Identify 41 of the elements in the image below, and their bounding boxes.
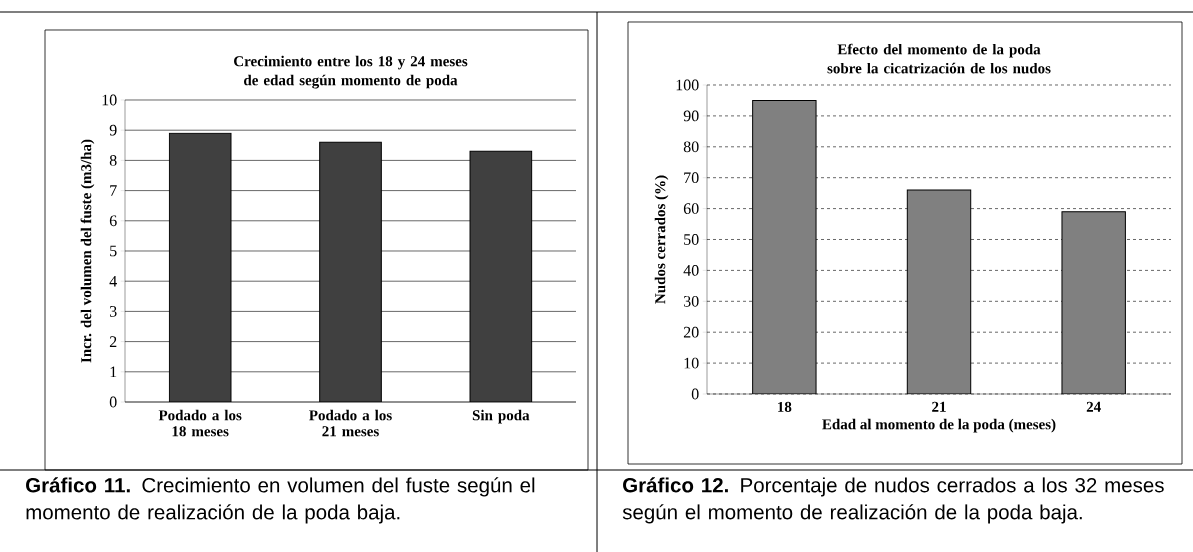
y-tick-label: 40 [683,265,699,276]
text: Gráfico 11. Crecimiento en volumen del fuste según el momento de realización de la poda baja. [26,477,535,524]
y-tick-label: 10 [684,357,699,369]
y-tick-label: 5 [110,245,117,257]
bar [319,141,382,402]
y-tick-label: 60 [683,203,699,214]
y-tick-label: 8 [109,155,117,166]
y-tick-label: 10 [102,94,117,106]
x-tick-label: 18 [778,401,792,412]
chart-title: Crecimiento entre los 18 y 24 meses de edad según momento de poda [234,55,468,89]
y-axis-title: Nudos cerrados (%) [654,175,669,304]
y-tick-label: 1 [110,366,117,378]
y-tick-label: 100 [676,79,699,91]
y-tick-label: 3 [109,306,117,317]
x-tick-label: Podado a los 18 meses [158,409,242,437]
text: Gráfico 12. Porcentaje de nudos cerrados a los 32 meses según el momento de realización de la poda baja. [622,477,1164,524]
bar [469,150,533,402]
y-axis-title: Incr. del volumen del fuste (m3/ha) [80,139,95,363]
x-tick-label: 24 [1086,401,1101,412]
y-tick-label: 2 [109,336,117,347]
y-tick-label: 7 [110,185,117,196]
y-tick-label: 0 [691,388,699,400]
y-tick-label: 50 [684,234,699,245]
y-tick-label: 0 [109,396,117,408]
y-tick-label: 6 [109,215,117,227]
y-tick-label: 4 [109,275,117,287]
x-tick-label: 21 [932,401,946,412]
y-tick-label: 9 [109,124,117,136]
y-tick-label: 20 [683,326,699,338]
y-tick-label: 70 [684,172,699,184]
bar [752,99,817,394]
x-axis-title: Edad al momento de la poda (meses) [822,418,1056,433]
y-tick-label: 80 [683,141,699,153]
bar [906,189,972,394]
bar [168,132,232,402]
bar [1061,211,1126,394]
x-tick-label: Sin poda [472,409,530,424]
y-tick-label: 90 [683,110,699,122]
y-tick-label: 30 [683,295,699,307]
chart-title: Efecto del momento de la poda sobre la cicatrización de los nudos [827,43,1051,74]
x-tick-label: Podado a los 21 meses [309,409,392,437]
